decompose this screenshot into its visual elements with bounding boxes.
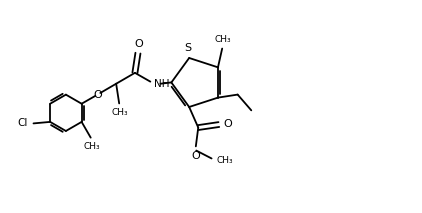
- Text: NH: NH: [154, 79, 169, 89]
- Text: CH₃: CH₃: [215, 35, 231, 44]
- Text: O: O: [223, 119, 232, 129]
- Text: Cl: Cl: [17, 118, 27, 128]
- Text: O: O: [93, 90, 102, 100]
- Text: CH₃: CH₃: [84, 142, 100, 151]
- Text: CH₃: CH₃: [112, 108, 128, 117]
- Text: CH₃: CH₃: [216, 156, 233, 165]
- Text: S: S: [184, 43, 192, 53]
- Text: O: O: [135, 39, 143, 49]
- Text: O: O: [191, 151, 200, 161]
